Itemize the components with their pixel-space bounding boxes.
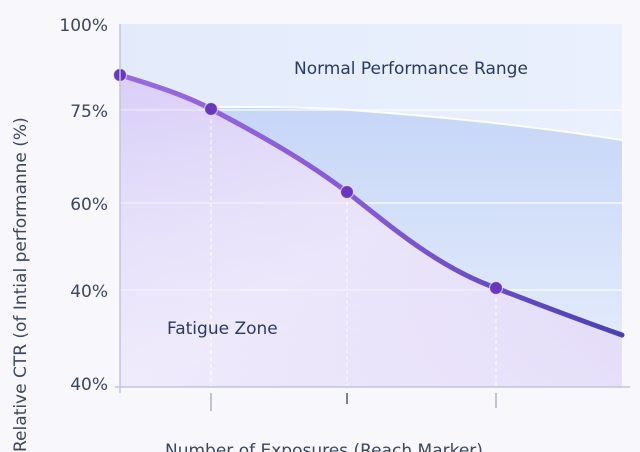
y-tick-label: 40%	[70, 375, 108, 395]
data-point-4[interactable]	[488, 280, 504, 296]
y-tick-label: 40%	[70, 282, 108, 302]
drop-lines	[210, 112, 497, 387]
data-markers	[112, 67, 504, 296]
fatigue-zone-label: Fatigue Zone	[167, 319, 278, 339]
y-tick-label: 75%	[70, 102, 108, 122]
x-axis-title: Number of Exposures (Reach Marker)	[165, 441, 483, 452]
normal-range-label: Normal Performance Range	[294, 59, 528, 79]
y-tick-label: 60%	[70, 195, 108, 215]
y-tick-label: 100%	[59, 16, 108, 36]
y-axis-title: Relative CTR (of Intial performanne (%)	[11, 117, 31, 452]
data-point-2[interactable]	[203, 101, 219, 117]
gridlines-overlay	[120, 109, 622, 291]
data-point-3[interactable]	[339, 184, 355, 200]
x-axis-ticks	[210, 393, 497, 411]
